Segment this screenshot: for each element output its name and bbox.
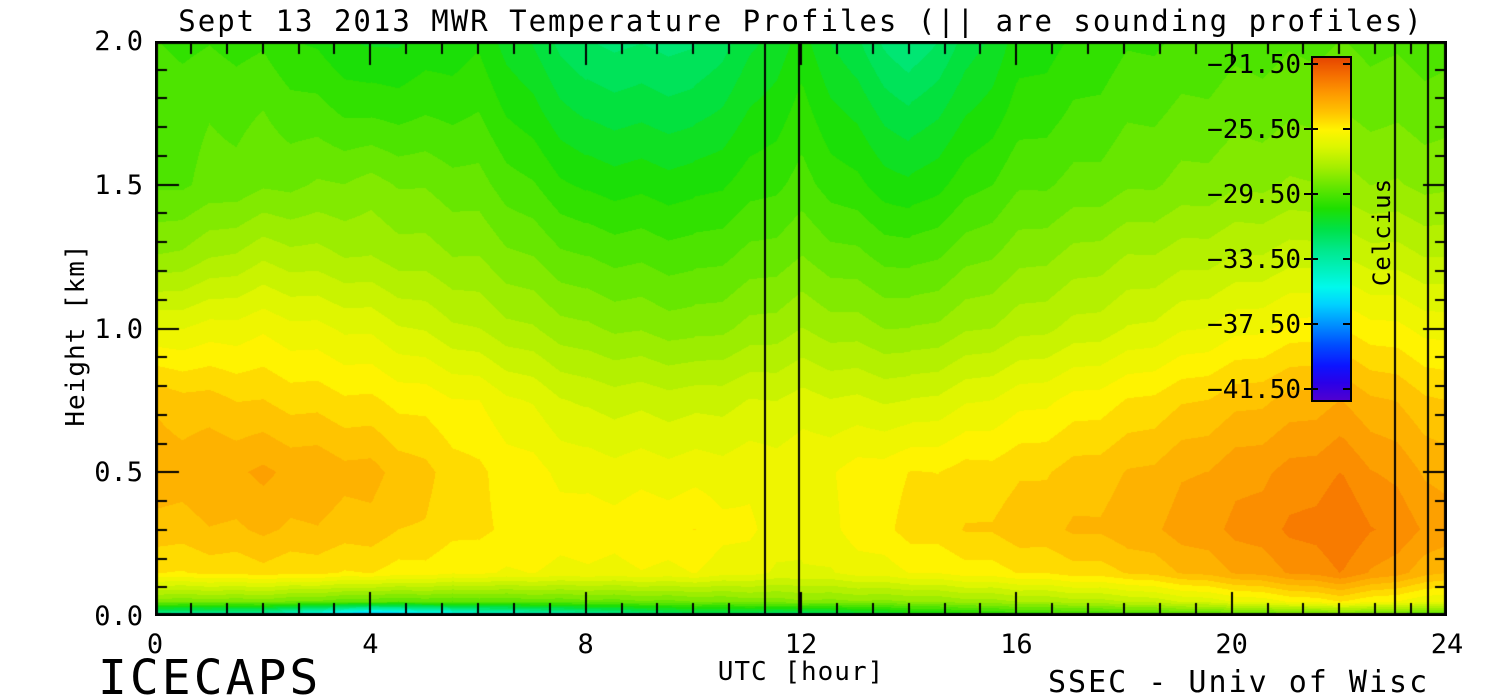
- colorbar-tick-label: −21.50: [1207, 50, 1301, 81]
- colorbar-tick: [1304, 322, 1318, 325]
- x-tick-label: 20: [1215, 629, 1248, 660]
- y-tick-label: 2.0: [94, 26, 143, 57]
- colorbar-tick: [1343, 128, 1350, 131]
- colorbar-tick: [1343, 63, 1350, 66]
- chart-title: Sept 13 2013 MWR Temperature Profiles (|…: [178, 4, 1424, 38]
- colorbar-tick: [1343, 322, 1350, 325]
- x-tick-label: 16: [1000, 629, 1033, 660]
- x-tick-label: 4: [362, 629, 379, 660]
- credit-text: SSEC - Univ of Wisc: [1048, 665, 1430, 700]
- colorbar-tick: [1343, 387, 1350, 390]
- y-tick-label: 1.5: [94, 169, 143, 201]
- x-tick-label: 12: [784, 629, 818, 660]
- colorbar-tick-label: −37.50: [1207, 309, 1301, 340]
- colorbar-tick-label: −29.50: [1207, 180, 1301, 211]
- colorbar-gradient: [1313, 58, 1350, 400]
- x-tick-label: 8: [577, 629, 594, 660]
- temperature-heatmap-canvas: [155, 41, 1447, 616]
- x-tick-label: 24: [1430, 629, 1464, 660]
- colorbar-tick-label: −33.50: [1207, 244, 1301, 275]
- x-axis-label: UTC [hour]: [717, 657, 885, 687]
- colorbar-tick: [1343, 257, 1350, 260]
- project-name-text: ICECAPS: [98, 650, 322, 700]
- colorbar-tick: [1304, 128, 1318, 131]
- colorbar-tick: [1343, 193, 1350, 196]
- colorbar-unit-label: Celcius: [1368, 177, 1396, 287]
- x-tick-label: 0: [146, 629, 164, 660]
- colorbar-tick-label: −41.50: [1207, 374, 1301, 405]
- colorbar: [1304, 56, 1352, 402]
- colorbar-tick: [1304, 193, 1318, 196]
- colorbar-tick: [1304, 387, 1318, 390]
- colorbar-tick-label: −25.50: [1207, 115, 1301, 146]
- y-tick-label: 0.0: [94, 601, 143, 632]
- y-tick-label: 1.0: [94, 313, 143, 345]
- y-tick-label: 0.5: [94, 457, 143, 489]
- colorbar-tick: [1304, 257, 1318, 260]
- colorbar-tick: [1304, 63, 1318, 66]
